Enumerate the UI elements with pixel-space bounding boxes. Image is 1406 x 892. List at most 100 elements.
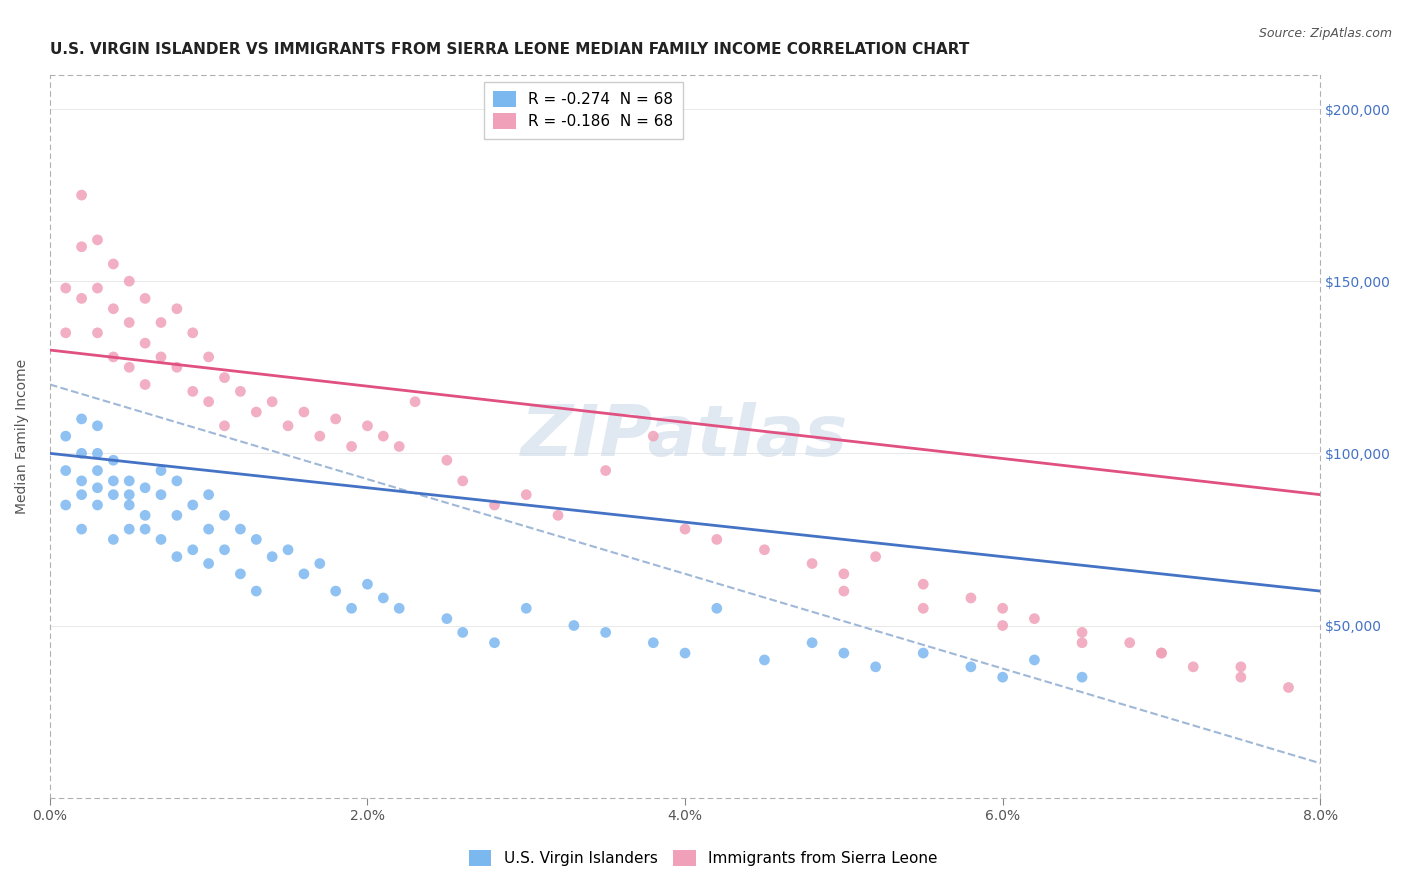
Point — [292, 566, 315, 581]
Point — [801, 557, 824, 571]
Point — [245, 584, 267, 599]
Point — [150, 316, 173, 330]
Legend: R = -0.274  N = 68, R = -0.186  N = 68: R = -0.274 N = 68, R = -0.186 N = 68 — [484, 82, 683, 138]
Point — [801, 636, 824, 650]
Point — [214, 418, 236, 433]
Text: U.S. VIRGIN ISLANDER VS IMMIGRANTS FROM SIERRA LEONE MEDIAN FAMILY INCOME CORREL: U.S. VIRGIN ISLANDER VS IMMIGRANTS FROM … — [49, 42, 969, 57]
Point — [960, 660, 983, 674]
Point — [103, 301, 125, 316]
Point — [595, 464, 617, 478]
Point — [197, 557, 219, 571]
Point — [547, 508, 569, 523]
Point — [436, 612, 458, 626]
Point — [55, 429, 77, 443]
Point — [86, 464, 108, 478]
Point — [356, 577, 378, 591]
Point — [1118, 636, 1140, 650]
Point — [166, 508, 188, 523]
Point — [865, 660, 887, 674]
Text: ZIPatlas: ZIPatlas — [522, 401, 849, 471]
Point — [166, 549, 188, 564]
Point — [373, 591, 395, 605]
Point — [595, 625, 617, 640]
Point — [754, 542, 776, 557]
Point — [673, 646, 696, 660]
Point — [754, 653, 776, 667]
Legend: U.S. Virgin Islanders, Immigrants from Sierra Leone: U.S. Virgin Islanders, Immigrants from S… — [460, 841, 946, 875]
Point — [181, 384, 204, 399]
Point — [1230, 660, 1253, 674]
Point — [229, 566, 252, 581]
Point — [229, 522, 252, 536]
Point — [643, 429, 665, 443]
Point — [103, 350, 125, 364]
Point — [515, 488, 537, 502]
Point — [245, 533, 267, 547]
Point — [292, 405, 315, 419]
Point — [103, 474, 125, 488]
Point — [103, 453, 125, 467]
Point — [70, 474, 93, 488]
Point — [70, 188, 93, 202]
Point — [118, 360, 141, 375]
Point — [70, 522, 93, 536]
Point — [134, 336, 156, 351]
Point — [1150, 646, 1173, 660]
Point — [197, 488, 219, 502]
Text: Source: ZipAtlas.com: Source: ZipAtlas.com — [1258, 27, 1392, 40]
Point — [86, 233, 108, 247]
Point — [515, 601, 537, 615]
Point — [484, 498, 506, 512]
Point — [118, 488, 141, 502]
Y-axis label: Median Family Income: Median Family Income — [15, 359, 30, 514]
Point — [70, 292, 93, 306]
Point — [150, 350, 173, 364]
Point — [832, 646, 855, 660]
Point — [118, 274, 141, 288]
Point — [308, 557, 330, 571]
Point — [912, 577, 935, 591]
Point — [832, 566, 855, 581]
Point — [451, 625, 474, 640]
Point — [197, 522, 219, 536]
Point — [1071, 636, 1094, 650]
Point — [706, 533, 728, 547]
Point — [166, 301, 188, 316]
Point — [166, 474, 188, 488]
Point — [181, 542, 204, 557]
Point — [388, 601, 411, 615]
Point — [865, 549, 887, 564]
Point — [214, 508, 236, 523]
Point — [150, 533, 173, 547]
Point — [86, 446, 108, 460]
Point — [214, 370, 236, 384]
Point — [436, 453, 458, 467]
Point — [373, 429, 395, 443]
Point — [340, 601, 363, 615]
Point — [103, 257, 125, 271]
Point — [150, 464, 173, 478]
Point — [134, 292, 156, 306]
Point — [1024, 612, 1046, 626]
Point — [134, 508, 156, 523]
Point — [118, 498, 141, 512]
Point — [308, 429, 330, 443]
Point — [325, 412, 347, 426]
Point — [86, 281, 108, 295]
Point — [55, 498, 77, 512]
Point — [118, 522, 141, 536]
Point — [245, 405, 267, 419]
Point — [70, 488, 93, 502]
Point — [325, 584, 347, 599]
Point — [912, 601, 935, 615]
Point — [118, 316, 141, 330]
Point — [832, 584, 855, 599]
Point — [673, 522, 696, 536]
Point — [356, 418, 378, 433]
Point — [340, 440, 363, 454]
Point — [134, 481, 156, 495]
Point — [1071, 625, 1094, 640]
Point — [1277, 681, 1299, 695]
Point — [1230, 670, 1253, 684]
Point — [86, 481, 108, 495]
